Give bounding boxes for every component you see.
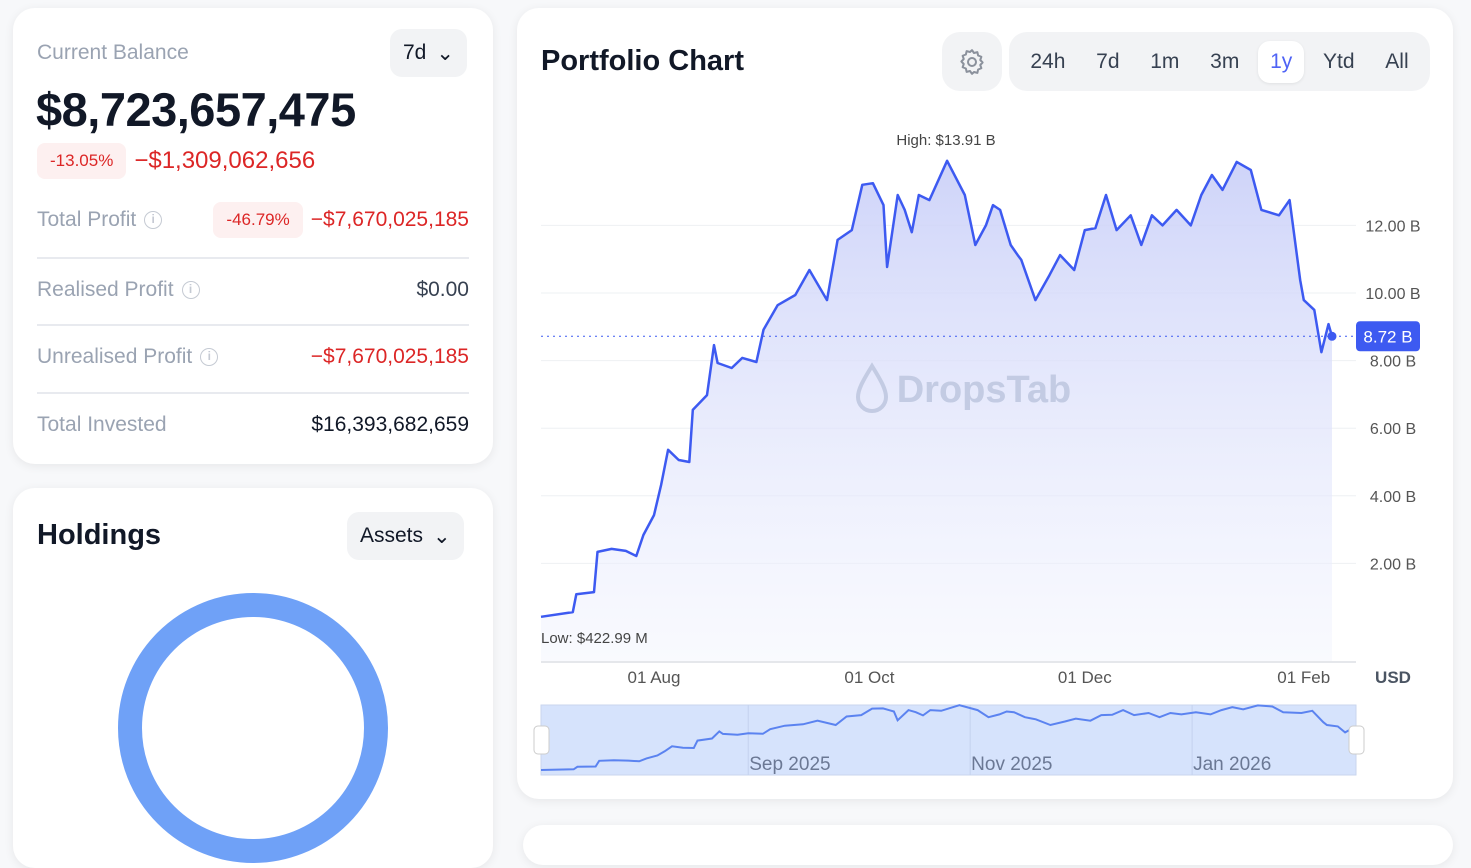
current-value-badge [1356,321,1420,352]
y-tick-label: 10.00 B [1365,286,1420,303]
period-value: 7d [403,41,427,64]
total-profit-percent: -46.79% [213,202,303,238]
currency-label: USD [1375,668,1411,687]
chart-line [540,159,1334,619]
balance-card: Current Balance 7d ⌄ $8,723,657,475 -13.0… [13,8,493,464]
holdings-title: Holdings [37,519,162,551]
gear-icon [960,48,984,75]
x-tick-label: 01 Aug [628,668,681,687]
low-label: Low: $422.99 M [541,630,648,647]
x-tick-label: 01 Oct [844,668,894,687]
chevron-down-icon: ⌄ [433,524,451,548]
x-tick-label: 01 Feb [1277,668,1330,687]
y-tick-label: 6.00 B [1370,421,1416,438]
info-icon[interactable]: i [181,281,200,300]
unrealised-profit-label: Unrealised Profit [37,345,193,368]
info-icon[interactable]: i [200,348,219,367]
portfolio-chart[interactable]: 2.00 B 4.00 B 6.00 B 8.00 B 10.00 B 12.00 B 01… [0,0,1471,833]
balance-value: $8,723,657,475 [36,83,356,136]
navigator-label: Nov 2025 [971,754,1052,775]
chart-area [541,160,1332,663]
high-label: High: $13.91 B [896,132,995,149]
change-percent-badge: -13.05% [37,143,127,179]
navigator[interactable] [540,704,1357,776]
realised-profit-label: Realised Profit [37,278,174,301]
y-tick-label: 8.00 B [1370,354,1416,371]
navigator-label: Jan 2026 [1193,754,1271,775]
total-invested-label: Total Invested [37,413,167,436]
settings-button[interactable] [942,32,1002,91]
navigator-label: Sep 2025 [749,754,830,775]
unrealised-profit-value: −$7,670,025,185 [310,345,469,368]
holdings-card: Holdings Assets ⌄ [13,488,493,868]
y-tick-label: 2.00 B [1370,556,1416,573]
info-icon[interactable]: i [144,211,163,230]
y-tick-label: 4.00 B [1370,489,1416,506]
total-profit-row: Total Profit i -46.79% −$7,670,025,185 [37,202,469,238]
change-amount: −$1,309,062,656 [134,147,316,174]
drop-logo-icon [855,362,889,413]
divider [37,324,469,326]
tab-7d[interactable]: 7d [1096,49,1120,73]
current-value-label: 8.72 B [1363,327,1412,346]
navigator-left-handle[interactable] [533,725,550,755]
holdings-selector-value: Assets [360,524,424,547]
period-dropdown[interactable]: 7d ⌄ [390,29,467,77]
x-tick-label: 01 Dec [1058,668,1112,687]
realised-profit-value: $0.00 [416,278,469,301]
watermark-logo: DropsTab [897,369,1072,411]
navigator-line [540,704,1357,771]
tab-1m[interactable]: 1m [1150,49,1180,73]
watermark: DropsTab [855,362,1072,413]
total-profit-value: −$7,670,025,185 [310,208,469,231]
tab-1y[interactable]: 1y [1258,40,1305,83]
divider [37,392,469,394]
current-balance-label: Current Balance [37,41,189,64]
total-invested-value: $16,393,682,659 [311,413,469,436]
chevron-down-icon: ⌄ [436,41,454,65]
tab-all[interactable]: All [1385,49,1409,73]
navigator-right-handle[interactable] [1348,725,1365,755]
current-point[interactable] [1327,331,1337,341]
portfolio-title: Portfolio Chart [541,45,744,77]
divider [37,257,469,259]
y-tick-label: 12.00 B [1365,218,1420,235]
holdings-selector[interactable]: Assets ⌄ [347,512,464,560]
total-profit-label: Total Profit [37,208,137,231]
range-tabs: 24h 7d 1m 3m 1y Ytd All [1009,32,1430,91]
tab-ytd[interactable]: Ytd [1323,49,1355,73]
tab-24h[interactable]: 24h [1030,49,1066,73]
tab-3m[interactable]: 3m [1210,49,1240,73]
